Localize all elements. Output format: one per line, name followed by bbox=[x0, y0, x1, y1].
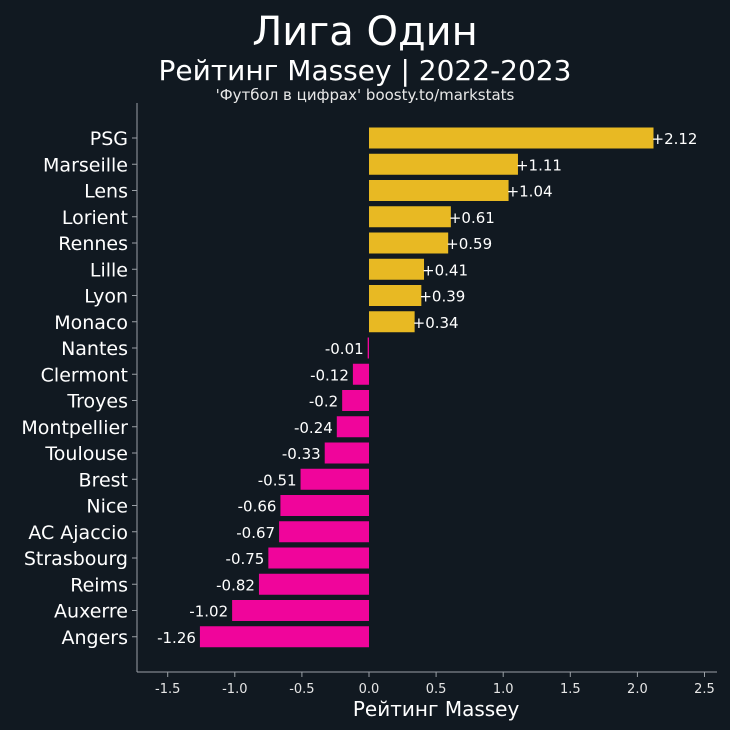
category-label: Rennes bbox=[58, 233, 128, 255]
x-tick-label: 1.0 bbox=[493, 682, 514, 697]
value-label: -1.02 bbox=[189, 603, 228, 621]
category-label: Troyes bbox=[66, 391, 128, 413]
bar bbox=[369, 258, 425, 280]
category-label: Nantes bbox=[61, 338, 128, 360]
bar bbox=[342, 390, 369, 411]
category-label: Auxerre bbox=[54, 601, 128, 623]
value-label: +0.34 bbox=[413, 314, 459, 332]
bar bbox=[268, 547, 369, 569]
chart-source: 'Футбол в цифрах' boosty.to/markstats bbox=[215, 86, 515, 104]
bar bbox=[369, 311, 415, 333]
bar bbox=[352, 363, 369, 385]
chart-title: Лига Один bbox=[252, 9, 478, 55]
value-label: -0.75 bbox=[226, 550, 265, 568]
bar bbox=[369, 206, 451, 228]
value-label: -0.66 bbox=[238, 498, 277, 516]
category-label: Clermont bbox=[41, 364, 128, 386]
bar bbox=[199, 626, 369, 648]
bar bbox=[369, 127, 654, 149]
bar bbox=[369, 153, 518, 175]
category-label: Lorient bbox=[62, 207, 128, 229]
value-label: -0.82 bbox=[216, 576, 255, 594]
value-label: +0.41 bbox=[422, 261, 468, 279]
category-label: PSG bbox=[90, 128, 128, 150]
x-tick-label: 0.0 bbox=[359, 682, 380, 697]
category-label: AC Ajaccio bbox=[28, 522, 128, 544]
bar bbox=[280, 495, 369, 516]
category-label: Nice bbox=[86, 496, 128, 518]
value-label: +2.12 bbox=[652, 130, 698, 148]
bar bbox=[369, 180, 509, 201]
bar bbox=[279, 521, 369, 543]
value-label: -0.67 bbox=[236, 524, 275, 542]
bar bbox=[232, 600, 369, 621]
value-label: -0.51 bbox=[258, 471, 297, 489]
x-tick-label: -0.5 bbox=[289, 682, 314, 697]
x-tick-label: 1.5 bbox=[560, 682, 581, 697]
value-label: -0.33 bbox=[282, 445, 321, 463]
bar bbox=[324, 442, 369, 464]
bar bbox=[369, 285, 422, 306]
bar bbox=[369, 232, 449, 254]
bar bbox=[258, 573, 369, 595]
bar bbox=[300, 468, 369, 490]
value-label: -1.26 bbox=[157, 629, 196, 647]
x-tick-label: -1.5 bbox=[155, 682, 180, 697]
category-label: Toulouse bbox=[44, 443, 128, 465]
value-label: -0.01 bbox=[325, 340, 364, 358]
x-tick-label: -1.0 bbox=[222, 682, 247, 697]
bar bbox=[367, 337, 369, 359]
category-label: Lyon bbox=[84, 286, 128, 308]
value-label: +1.11 bbox=[516, 156, 562, 174]
value-label: +0.39 bbox=[419, 288, 465, 306]
category-label: Brest bbox=[79, 469, 128, 491]
category-label: Lille bbox=[90, 259, 128, 281]
x-axis-title: Рейтинг Massey bbox=[353, 697, 520, 721]
category-label: Marseille bbox=[43, 154, 128, 176]
category-label: Montpellier bbox=[21, 417, 128, 439]
category-label: Reims bbox=[70, 574, 128, 596]
value-label: +0.61 bbox=[449, 209, 495, 227]
x-tick-label: 2.0 bbox=[627, 682, 648, 697]
category-label: Strasbourg bbox=[24, 548, 128, 570]
category-label: Angers bbox=[62, 627, 129, 649]
value-label: +1.04 bbox=[507, 183, 553, 201]
value-label: -0.12 bbox=[310, 366, 349, 384]
value-label: -0.24 bbox=[294, 419, 333, 437]
x-tick-label: 0.5 bbox=[426, 682, 447, 697]
category-label: Lens bbox=[84, 181, 128, 203]
chart-subtitle: Рейтинг Massey | 2022-2023 bbox=[158, 54, 572, 87]
value-label: +0.59 bbox=[446, 235, 492, 253]
bar bbox=[336, 416, 369, 438]
value-label: -0.2 bbox=[309, 393, 338, 411]
category-label: Monaco bbox=[54, 312, 128, 334]
x-tick-label: 2.5 bbox=[694, 682, 715, 697]
